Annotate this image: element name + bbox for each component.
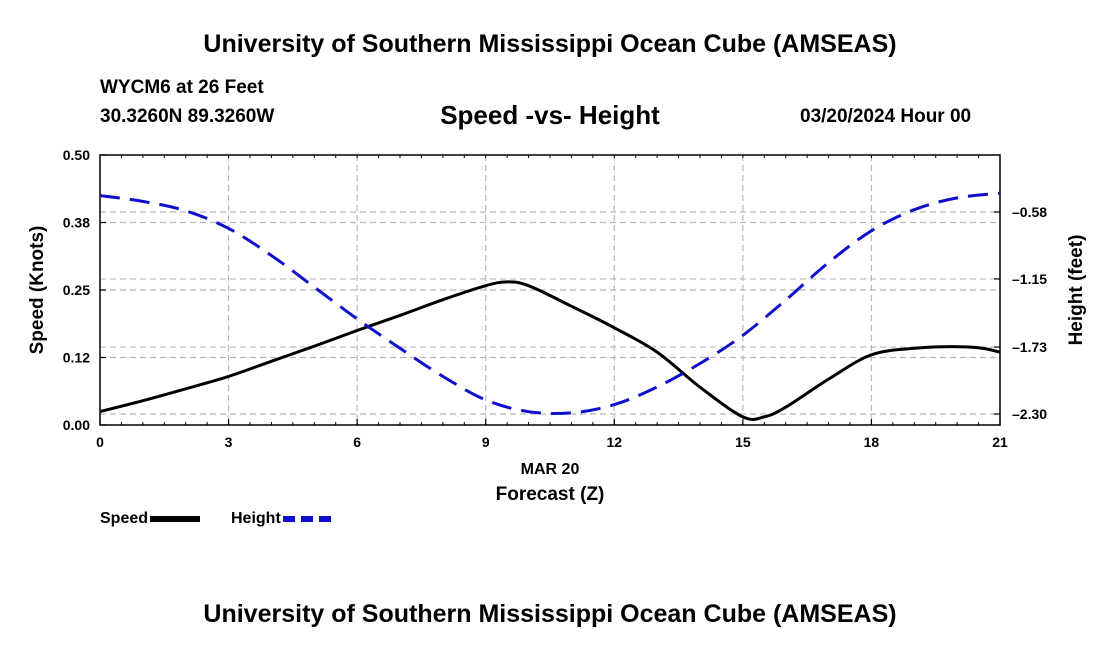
- x-tick-label: 9: [482, 434, 490, 450]
- y-tick-label: 0.00: [63, 417, 90, 433]
- x-tick-label: 6: [353, 434, 361, 450]
- ticks: [99, 154, 1001, 426]
- datetime-label: 03/20/2024 Hour 00: [800, 106, 972, 127]
- station-label: WYCM6 at 26 Feet: [100, 77, 264, 98]
- x-tick-label: 0: [96, 434, 104, 450]
- height-series-line: [99, 191, 1001, 416]
- legend-height-swatch: [282, 516, 333, 522]
- x-tick-label: 12: [606, 434, 622, 450]
- x-tick-label: 18: [864, 434, 880, 450]
- y2-tick-label: –1.73: [1012, 339, 1047, 355]
- legend-speed-swatch: [150, 516, 201, 522]
- chart-title: University of Southern Mississippi Ocean…: [203, 30, 897, 58]
- y2-tick-label: –1.15: [1012, 271, 1047, 287]
- footer-title: University of Southern Mississippi Ocean…: [203, 600, 897, 628]
- y-tick-label: 0.25: [63, 282, 90, 298]
- y2-axis-label: Height (feet): [1066, 235, 1087, 346]
- x-tick-label: 3: [225, 434, 233, 450]
- coordinates-label: 30.3260N 89.3260W: [100, 106, 275, 127]
- x-tick-label: 15: [735, 434, 751, 450]
- tick-labels: 0 3 6 9 12 15 18 21 0.00 0.12 0.25 0.38 0.50 –0.58 –1.…: [63, 147, 1047, 450]
- y-tick-label: 0.12: [63, 350, 90, 366]
- y2-tick-label: –0.58: [1012, 204, 1047, 220]
- speed-series-line: [99, 280, 1001, 421]
- legend-speed-label: Speed: [100, 510, 149, 527]
- y-tick-label: 0.38: [63, 215, 90, 231]
- grid: [100, 155, 1000, 425]
- legend-speed: Speed: [100, 510, 201, 528]
- chart-subtitle: Speed -vs- Height: [440, 100, 660, 130]
- legend-height: Height: [231, 510, 333, 528]
- x-axis-label: Forecast (Z): [496, 484, 605, 505]
- x-sublabel: MAR 20: [521, 461, 580, 478]
- x-tick-label: 21: [992, 434, 1008, 450]
- y-axis-label: Speed (Knots): [27, 226, 48, 355]
- y2-tick-label: –2.30: [1012, 406, 1047, 422]
- y-tick-label: 0.50: [63, 147, 90, 163]
- legend-height-label: Height: [231, 510, 281, 527]
